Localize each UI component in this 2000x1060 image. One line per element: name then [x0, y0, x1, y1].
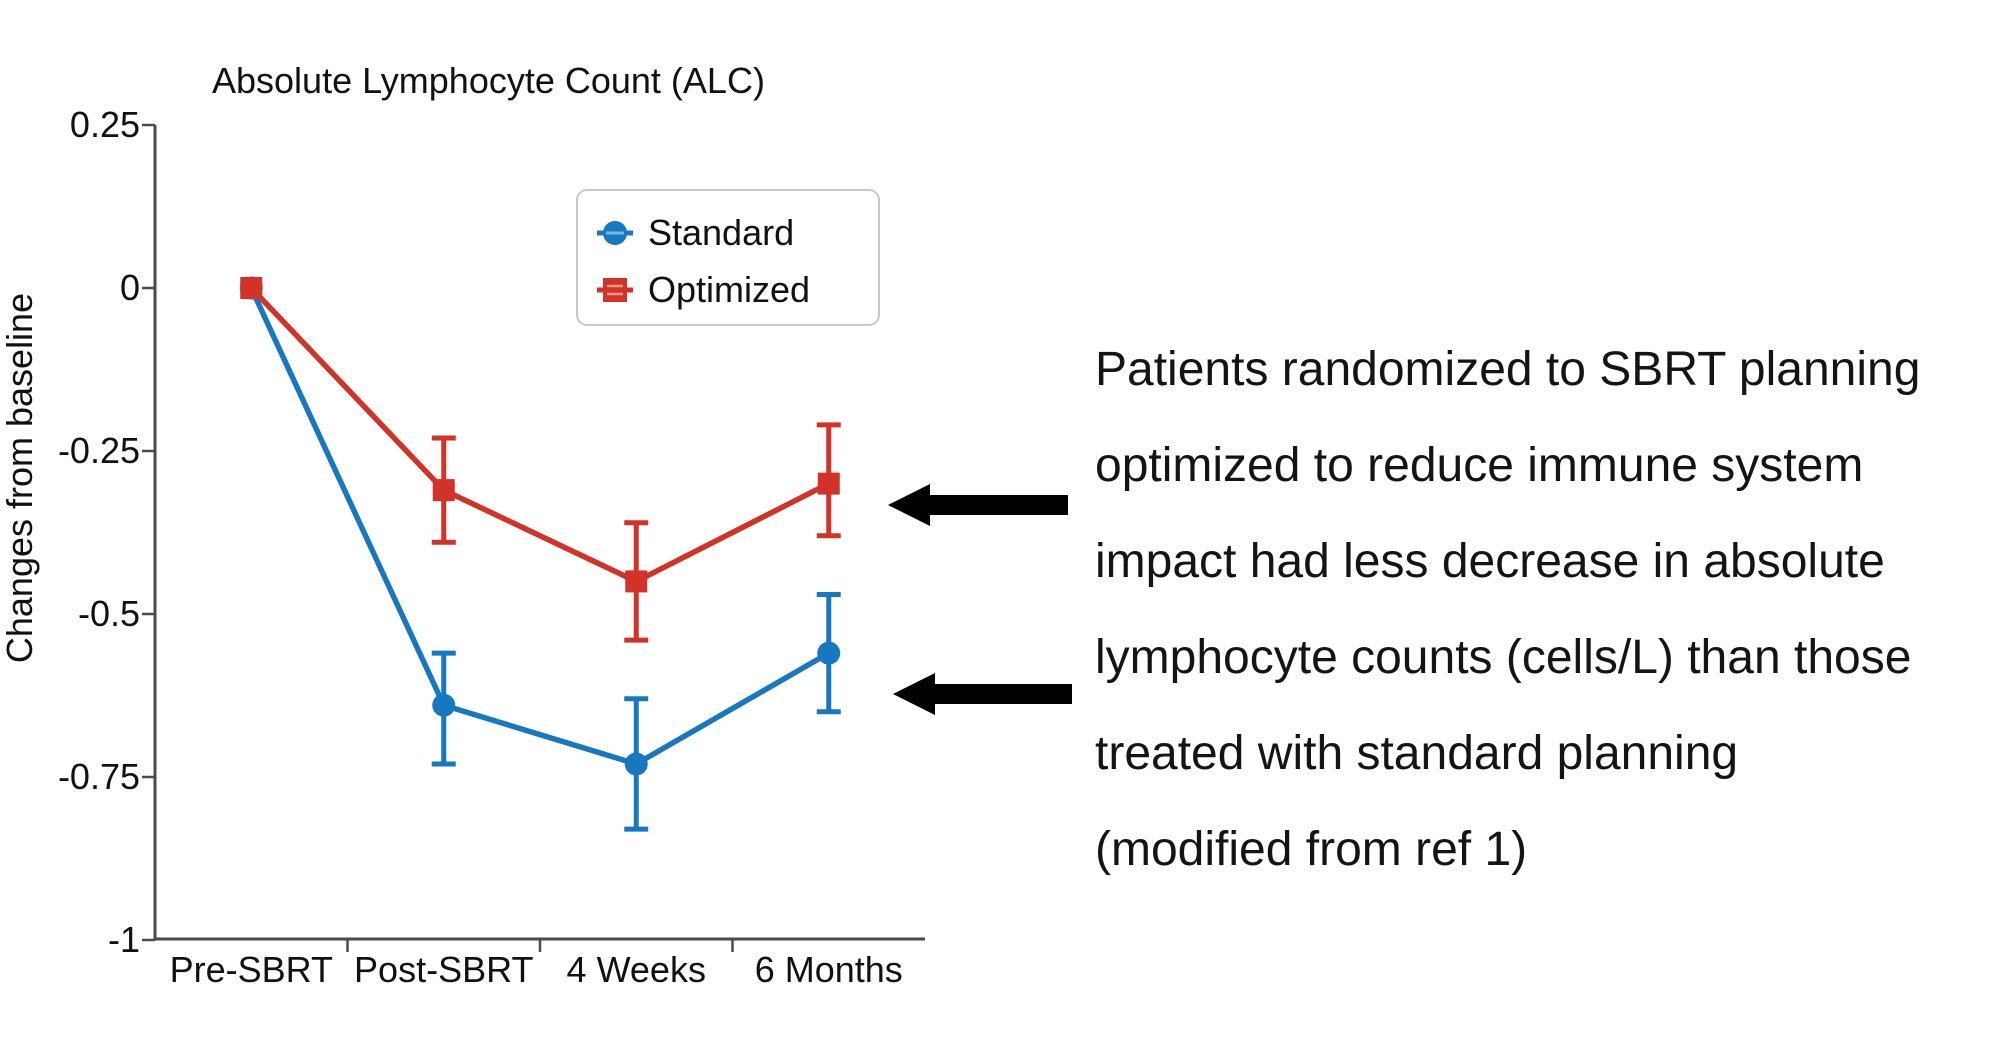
y-axis-title: Changes from baseline: [0, 293, 40, 663]
legend-label-standard: Standard: [648, 212, 794, 253]
marker-standard-1: [432, 693, 456, 717]
marker-optimized-2: [625, 570, 648, 593]
legend-box: [576, 189, 880, 326]
marker-standard-3: [817, 641, 841, 665]
y-tick-label: -0.75: [58, 756, 140, 797]
legend-marker-optimized: [603, 278, 627, 302]
y-tick-label: 0: [120, 267, 140, 308]
x-tick-label: Pre-SBRT: [170, 949, 333, 990]
y-tick-label: -0.5: [78, 593, 140, 634]
annotation-line: Patients randomized to SBRT planning: [1095, 343, 1921, 396]
marker-standard-2: [624, 752, 648, 776]
legend-label-optimized: Optimized: [648, 269, 810, 310]
x-tick-label: Post-SBRT: [354, 949, 533, 990]
marker-optimized-3: [817, 472, 840, 495]
x-tick-label: 4 Weeks: [567, 949, 706, 990]
annotation-line: optimized to reduce immune system: [1095, 439, 1864, 492]
arrow-to-standard-line: [893, 673, 1072, 715]
chart-title: Absolute Lymphocyte Count (ALC): [212, 60, 765, 101]
y-tick-label: 0.25: [70, 104, 140, 145]
x-tick-label: 6 Months: [755, 949, 903, 990]
series-line-standard: [248, 286, 831, 767]
series-line-optimized: [249, 286, 830, 585]
y-tick-label: -1: [108, 919, 140, 960]
y-tick-label: -0.25: [58, 430, 140, 471]
arrow-to-optimized-line: [888, 484, 1068, 526]
annotation-line: (modified from ref 1): [1095, 823, 1528, 876]
marker-optimized-1: [432, 479, 455, 502]
annotation-line: treated with standard planning: [1095, 727, 1739, 780]
annotation-line: impact had less decrease in absolute: [1095, 535, 1885, 588]
marker-optimized-0: [240, 277, 263, 299]
annotation-text-block: Patients randomized to SBRT planning opt…: [1095, 322, 1995, 898]
annotation-line: lymphocyte counts (cells/L) than those: [1095, 631, 1912, 684]
